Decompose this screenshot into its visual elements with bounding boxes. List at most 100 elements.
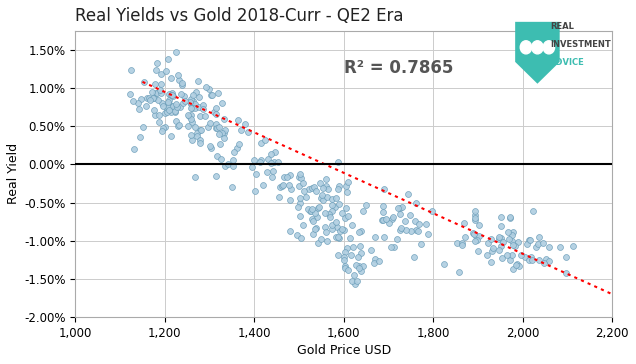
Point — [186, 112, 197, 118]
Point — [274, 194, 284, 200]
Point — [298, 222, 308, 228]
Point — [398, 204, 408, 210]
Point — [361, 202, 371, 208]
Point — [209, 109, 219, 115]
Point — [198, 102, 208, 108]
Point — [256, 140, 266, 146]
Point — [214, 131, 224, 137]
Point — [211, 173, 221, 179]
Text: R² = 0.7865: R² = 0.7865 — [344, 59, 453, 77]
Point — [534, 257, 544, 263]
Point — [195, 136, 205, 142]
Point — [469, 231, 479, 237]
Point — [331, 219, 341, 225]
Point — [312, 205, 322, 211]
Point — [163, 107, 174, 113]
Point — [155, 112, 165, 118]
Point — [486, 236, 496, 242]
Point — [457, 240, 467, 246]
Point — [171, 100, 181, 106]
Point — [318, 186, 328, 191]
Point — [327, 202, 337, 207]
Point — [251, 171, 261, 177]
Point — [504, 236, 514, 242]
Point — [155, 87, 165, 92]
Point — [308, 232, 318, 237]
Point — [186, 96, 196, 102]
Point — [315, 237, 326, 242]
Point — [486, 259, 496, 265]
Point — [163, 101, 174, 107]
Point — [384, 220, 394, 226]
Point — [325, 214, 335, 220]
Point — [266, 160, 277, 166]
Point — [457, 242, 467, 248]
Point — [186, 116, 197, 122]
Point — [277, 183, 287, 189]
Point — [192, 133, 202, 139]
Point — [258, 182, 268, 187]
Point — [507, 232, 517, 238]
Point — [343, 179, 353, 185]
Point — [286, 186, 296, 192]
Point — [174, 122, 184, 128]
Point — [310, 226, 320, 232]
Point — [395, 227, 405, 233]
Point — [186, 132, 196, 138]
Point — [342, 189, 352, 195]
Point — [151, 67, 162, 73]
Point — [322, 238, 332, 244]
Point — [156, 71, 166, 76]
Point — [526, 254, 536, 260]
Point — [282, 174, 293, 180]
Point — [351, 262, 361, 268]
Point — [392, 237, 402, 242]
Point — [134, 100, 144, 106]
Point — [186, 101, 196, 107]
Point — [163, 91, 174, 97]
Point — [379, 186, 389, 192]
Text: INVESTMENT: INVESTMENT — [550, 40, 611, 49]
Point — [415, 241, 425, 246]
Point — [270, 149, 280, 155]
Point — [318, 197, 328, 203]
Point — [163, 56, 173, 62]
Point — [473, 248, 483, 254]
Point — [205, 120, 216, 126]
Point — [498, 239, 508, 245]
Point — [179, 93, 189, 99]
Point — [149, 81, 160, 87]
Point — [173, 123, 183, 129]
Point — [183, 112, 193, 118]
Point — [354, 229, 364, 235]
Point — [150, 112, 160, 118]
Point — [178, 100, 188, 106]
Circle shape — [520, 41, 532, 54]
Point — [170, 108, 180, 114]
Point — [516, 252, 527, 258]
Point — [138, 124, 148, 130]
Point — [340, 215, 350, 221]
Point — [211, 105, 221, 111]
Point — [340, 249, 350, 255]
Point — [204, 86, 214, 92]
Point — [259, 137, 270, 143]
Point — [403, 191, 413, 197]
Point — [214, 124, 224, 130]
Point — [188, 98, 198, 104]
Point — [213, 90, 223, 96]
Point — [294, 195, 305, 201]
Point — [525, 257, 535, 262]
Point — [263, 157, 273, 162]
Point — [211, 111, 221, 117]
Point — [303, 206, 313, 211]
Point — [350, 281, 360, 286]
Point — [177, 82, 188, 88]
Point — [387, 216, 398, 222]
Point — [505, 215, 515, 221]
Point — [326, 222, 336, 228]
Point — [229, 150, 239, 155]
Point — [250, 188, 260, 194]
Point — [513, 263, 523, 269]
Point — [307, 216, 317, 222]
